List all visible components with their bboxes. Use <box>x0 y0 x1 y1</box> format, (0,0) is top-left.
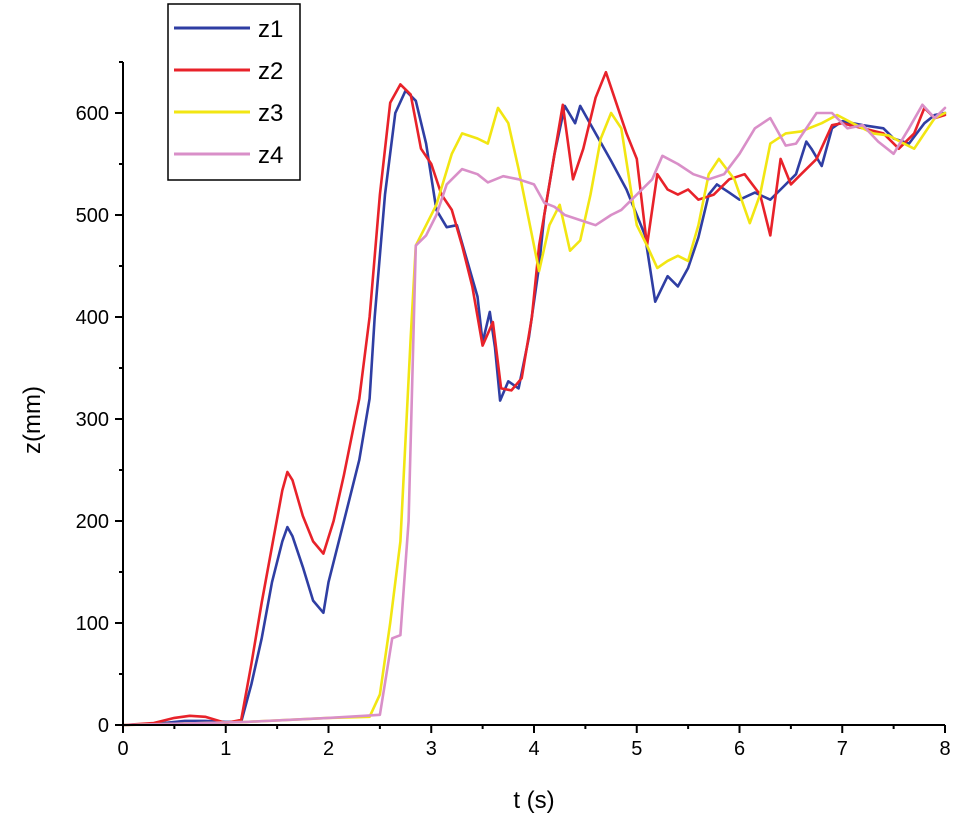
legend-label-z3: z3 <box>258 100 283 127</box>
legend-label-z2: z2 <box>258 58 283 85</box>
legend-label-z4: z4 <box>258 142 283 169</box>
y-axis-title: z(mm) <box>19 386 46 454</box>
x-ticks: 0 1 2 3 4 5 6 7 8 <box>117 725 951 760</box>
plot-area <box>121 70 947 727</box>
x-tick-label: 0 <box>117 738 128 760</box>
x-axis-title: t (s) <box>513 787 554 814</box>
series-line-z3 <box>121 106 947 727</box>
x-tick-label: 2 <box>323 738 334 760</box>
x-tick-label: 5 <box>631 738 642 760</box>
y-tick-label: 200 <box>76 511 109 533</box>
x-tick-label: 1 <box>220 738 231 760</box>
x-tick-label: 8 <box>939 738 950 760</box>
x-tick-label: 7 <box>837 738 848 760</box>
y-tick-label: 100 <box>76 613 109 635</box>
x-tick-label: 4 <box>528 738 539 760</box>
series-line-z2 <box>121 70 947 727</box>
x-tick-label: 6 <box>734 738 745 760</box>
x-tick-label: 3 <box>426 738 437 760</box>
legend-label-z1: z1 <box>258 16 283 43</box>
y-tick-label: 0 <box>98 715 109 737</box>
legend-box <box>167 3 301 181</box>
legend: z1 z2 z3 z4 <box>167 3 301 181</box>
y-tick-label: 500 <box>76 205 109 227</box>
y-tick-label: 300 <box>76 409 109 431</box>
series-line-z4 <box>121 103 947 727</box>
y-ticks: 0 100 200 300 400 500 600 <box>76 61 123 737</box>
y-tick-label: 600 <box>76 103 109 125</box>
y-tick-label: 400 <box>76 307 109 329</box>
